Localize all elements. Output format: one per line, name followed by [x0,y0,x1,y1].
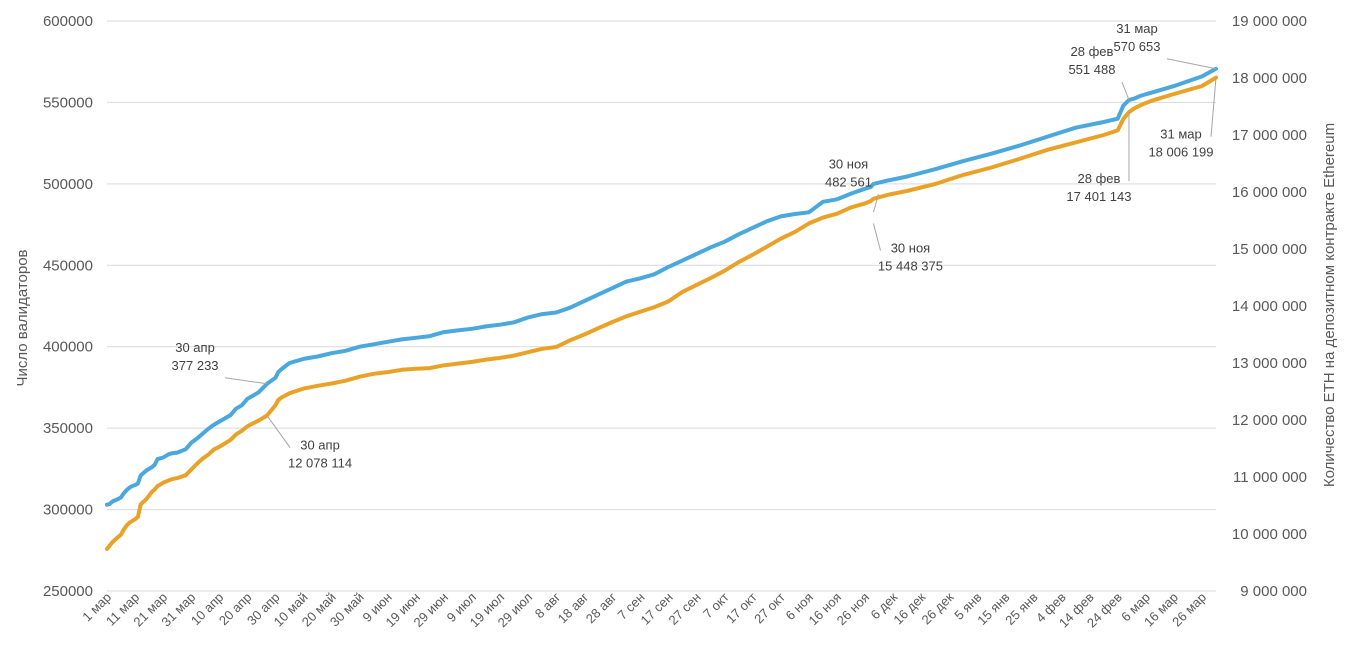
annotation-value: 15 448 375 [878,258,943,273]
y2-tick-label: 17 000 000 [1232,127,1307,144]
annotations: 30 апр 377 233 30 апр 12 078 114 30 ноя 482 5… [172,21,1217,471]
annotation-leader [872,194,879,213]
annotation-value: 551 488 [1068,62,1115,77]
y-tick-label: 500000 [43,176,93,193]
y-tick-label: 450000 [43,257,93,274]
annotation: 28 фев 551 488 [1068,44,1130,101]
right-axis-tick-labels: 19 000 000 18 000 000 17 000 000 16 000 000… [1232,13,1307,600]
annotation-leader [1166,58,1217,70]
left-axis-title: Число валидаторов [14,249,31,386]
annotation-value: 482 561 [825,174,872,189]
x-tick-label: 26 дек [919,589,957,627]
annotation-date: 28 фев [1078,171,1121,186]
x-tick-label: 26 ноя [834,590,873,629]
y2-tick-label: 14 000 000 [1232,298,1307,315]
right-axis-title: Количество ETH на депозитном контракте E… [1321,123,1338,487]
y2-tick-label: 11 000 000 [1233,469,1307,486]
x-tick-label: 27 окт [751,589,788,626]
y2-tick-label: 10 000 000 [1232,526,1307,543]
y-tick-label: 300000 [43,502,93,519]
eth-deposit-line [105,75,1218,551]
x-tick-label: 27 сен [666,590,704,628]
y2-tick-label: 19 000 000 [1232,13,1307,30]
annotation: 30 ноя 15 448 375 [872,223,943,273]
x-tick-label: 18 авг [555,589,592,626]
annotation: 31 мар 570 653 [1114,21,1217,70]
annotation-leader [266,415,291,448]
annotation: 31 мар 18 006 199 [1148,77,1217,160]
y-tick-label: 350000 [43,420,93,437]
y2-tick-label: 13 000 000 [1232,355,1307,372]
annotation-leader [1210,77,1217,137]
annotation-date: 30 апр [300,438,340,453]
annotation-date: 28 фев [1071,44,1114,59]
annotation-date: 31 мар [1116,21,1157,36]
y-tick-label: 250000 [43,583,93,600]
annotation-value: 377 233 [172,358,219,373]
y-tick-label: 600000 [43,13,93,30]
left-axis-tick-labels: 600000 550000 500000 450000 400000 350000 3000… [43,13,93,600]
annotation-value: 12 078 114 [288,456,352,471]
annotation-date: 30 апр [175,340,215,355]
annotation: 28 фев 17 401 143 [1066,112,1132,204]
annotation-leader [872,223,881,251]
annotation-leader [224,377,268,385]
annotation: 30 апр 377 233 [172,340,268,385]
annotation-leader [1121,81,1130,101]
y2-tick-label: 12 000 000 [1232,412,1307,429]
annotation: 30 апр 12 078 114 [266,415,352,471]
x-tick-label: 17 окт [723,589,760,626]
gridlines [107,20,1216,592]
annotation: 30 ноя 482 561 [825,156,879,213]
series-lines [105,66,1218,551]
x-tick-label: 25 янв [1002,589,1040,627]
annotation-date: 30 ноя [891,240,931,255]
y2-tick-label: 18 000 000 [1232,70,1307,87]
y-tick-label: 550000 [43,94,93,111]
y2-tick-label: 16 000 000 [1232,184,1307,201]
y-tick-label: 400000 [43,339,93,356]
annotation-value: 17 401 143 [1066,189,1131,204]
validators-line [105,66,1218,507]
x-tick-label: 28 авг [583,589,620,626]
y2-tick-label: 9 000 000 [1240,583,1307,600]
annotation-value: 18 006 199 [1148,145,1213,160]
y2-tick-label: 15 000 000 [1232,241,1307,258]
annotation-value: 570 653 [1114,39,1161,54]
annotation-date: 30 ноя [829,156,869,171]
annotation-date: 31 мар [1160,127,1201,142]
